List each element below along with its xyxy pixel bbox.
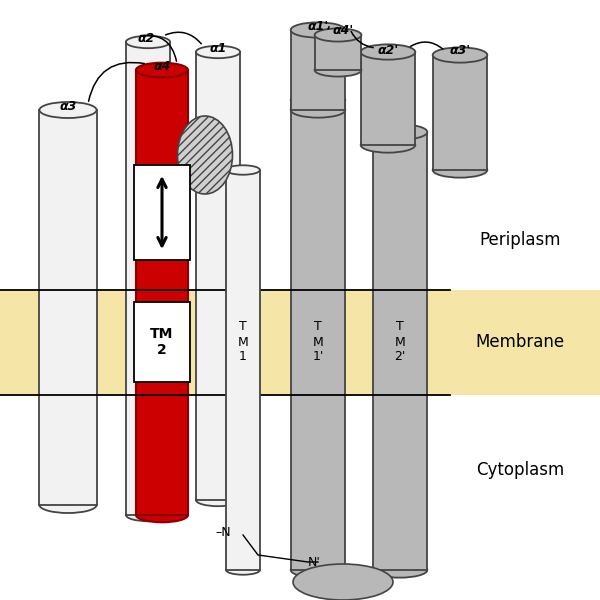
Ellipse shape xyxy=(314,64,361,77)
Ellipse shape xyxy=(361,137,415,152)
Text: T
M
1': T M 1' xyxy=(313,320,323,364)
Text: α4': α4' xyxy=(332,25,353,37)
Polygon shape xyxy=(136,70,188,515)
Polygon shape xyxy=(196,52,240,500)
Ellipse shape xyxy=(226,165,260,175)
Ellipse shape xyxy=(361,44,415,59)
Ellipse shape xyxy=(226,565,260,575)
Ellipse shape xyxy=(290,103,346,118)
Text: α1: α1 xyxy=(209,41,227,55)
Ellipse shape xyxy=(178,116,233,194)
Text: α4: α4 xyxy=(154,59,170,73)
Ellipse shape xyxy=(373,124,427,140)
Polygon shape xyxy=(433,55,487,170)
Text: α3: α3 xyxy=(59,100,77,113)
Polygon shape xyxy=(361,52,415,145)
Ellipse shape xyxy=(126,509,170,521)
FancyArrowPatch shape xyxy=(410,42,443,49)
Ellipse shape xyxy=(196,494,240,506)
Ellipse shape xyxy=(40,102,97,118)
Polygon shape xyxy=(40,110,97,505)
FancyArrowPatch shape xyxy=(351,32,373,47)
Polygon shape xyxy=(314,35,361,70)
Ellipse shape xyxy=(314,28,361,41)
Ellipse shape xyxy=(293,564,393,600)
FancyArrowPatch shape xyxy=(166,32,201,44)
Polygon shape xyxy=(373,132,427,570)
FancyArrowPatch shape xyxy=(89,62,144,101)
Ellipse shape xyxy=(136,63,188,77)
FancyArrowPatch shape xyxy=(141,35,176,61)
Bar xyxy=(134,302,190,382)
Bar xyxy=(0,290,600,395)
Text: α1': α1' xyxy=(307,19,329,32)
Ellipse shape xyxy=(136,508,188,522)
Text: Periplasm: Periplasm xyxy=(479,231,561,249)
Polygon shape xyxy=(126,42,170,515)
Text: α2: α2 xyxy=(137,31,155,44)
Text: α2': α2' xyxy=(377,43,398,56)
Ellipse shape xyxy=(40,497,97,513)
Bar xyxy=(134,165,190,260)
Ellipse shape xyxy=(126,36,170,48)
Ellipse shape xyxy=(196,46,240,58)
Text: Cytoplasm: Cytoplasm xyxy=(476,461,564,479)
Ellipse shape xyxy=(433,47,487,62)
Polygon shape xyxy=(290,30,346,110)
Text: TM
2: TM 2 xyxy=(151,327,173,357)
Text: T
M
1: T M 1 xyxy=(238,320,248,364)
Text: T
M
2': T M 2' xyxy=(394,320,406,364)
Polygon shape xyxy=(290,100,346,570)
Polygon shape xyxy=(226,170,260,570)
Ellipse shape xyxy=(290,22,346,38)
Text: –N: –N xyxy=(215,526,231,539)
Text: α3': α3' xyxy=(449,44,470,58)
FancyArrowPatch shape xyxy=(328,26,329,29)
Ellipse shape xyxy=(373,562,427,578)
Ellipse shape xyxy=(290,562,346,578)
Ellipse shape xyxy=(433,163,487,178)
Text: Membrane: Membrane xyxy=(475,333,565,351)
Ellipse shape xyxy=(290,92,346,107)
Text: N': N' xyxy=(308,556,321,569)
